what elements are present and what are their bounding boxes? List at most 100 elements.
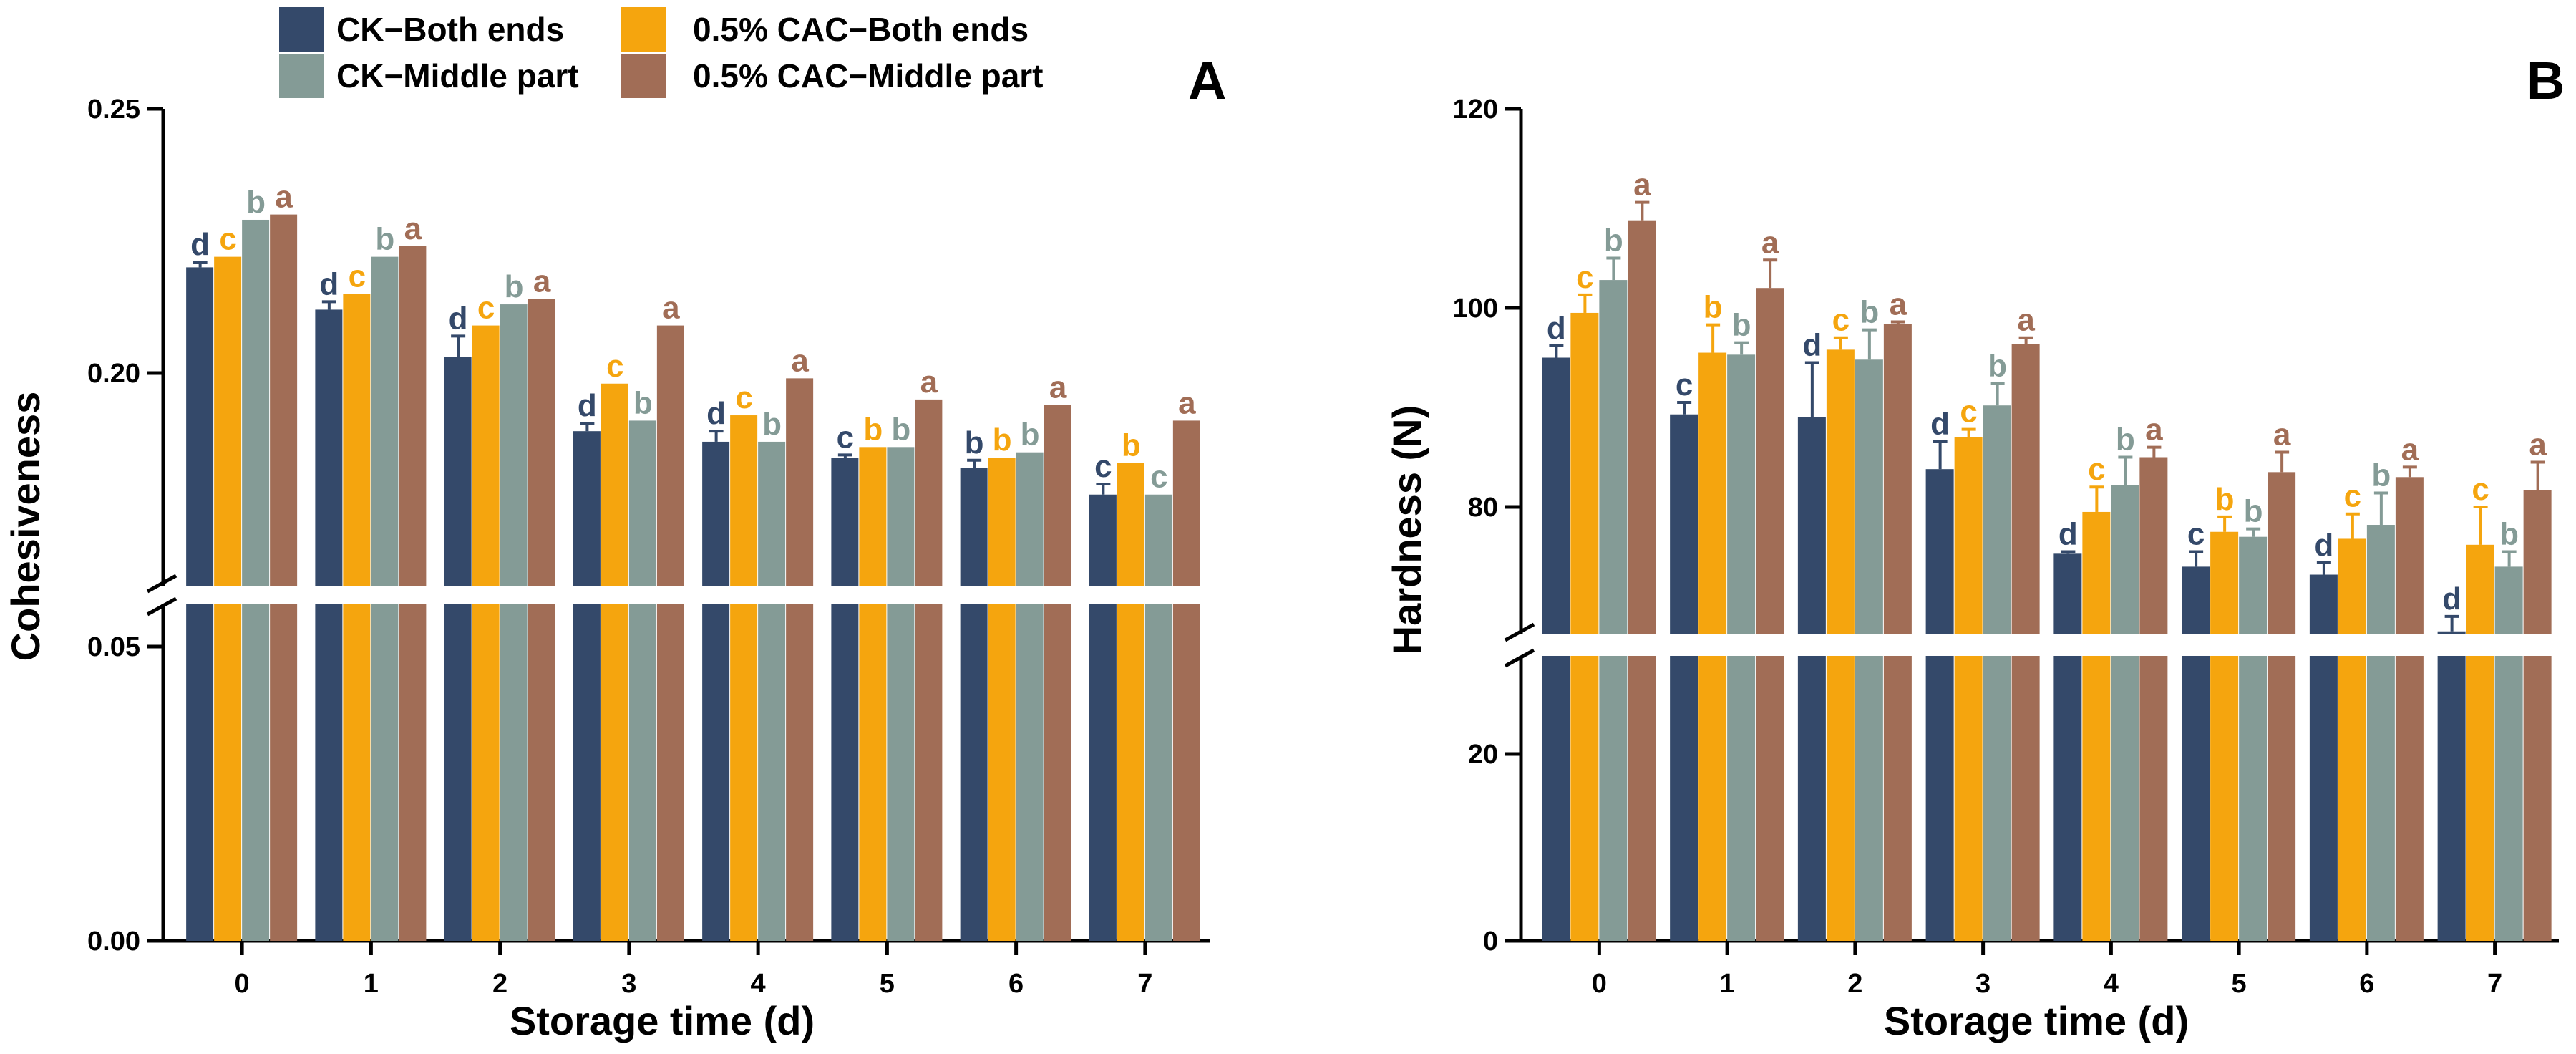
panel-b-hardness: B Hardness (N) Storage time (d) 02080100… <box>1384 51 2573 1043</box>
sig-letter-b-0-4: d <box>2059 517 2078 552</box>
sig-letter-a-0-6: b <box>965 425 984 460</box>
sig-letter-b-1-4: c <box>2088 452 2105 487</box>
bar-a-3-2 <box>528 299 555 941</box>
bar-a-2-4 <box>758 441 786 941</box>
sig-letter-a-3-5: a <box>920 364 938 400</box>
sig-letter-b-2-6: b <box>2371 458 2391 493</box>
bar-b-1-4 <box>2082 511 2111 941</box>
sig-letter-a-2-7: c <box>1150 460 1167 495</box>
x-tick-label-b-3: 3 <box>1975 969 1991 999</box>
bar-a-3-3 <box>656 325 684 942</box>
bar-a-1-6 <box>988 458 1016 941</box>
x-tick-label-b-6: 6 <box>2359 969 2374 999</box>
sig-letter-a-3-6: a <box>1049 369 1067 405</box>
bar-a-2-5 <box>887 447 915 941</box>
bar-b-0-3 <box>1925 469 1954 941</box>
sig-letter-a-1-5: b <box>863 412 883 447</box>
axis-break-mark-upper-b <box>1504 622 1535 642</box>
sig-letter-a-0-0: d <box>190 227 210 262</box>
axis-break-mark-lower-b <box>1504 648 1535 668</box>
bar-b-3-2 <box>1883 324 1912 941</box>
y-tick-label-b-4: 120 <box>1453 95 1498 125</box>
bar-a-3-7 <box>1172 420 1200 941</box>
x-tick-label-a-6: 6 <box>1008 969 1024 999</box>
sig-letter-a-1-2: c <box>477 291 495 326</box>
bar-a-0-4 <box>702 441 730 941</box>
bar-b-0-5 <box>2182 566 2210 941</box>
x-tick-label-a-2: 2 <box>492 969 507 999</box>
sig-letter-b-1-0: c <box>1576 260 1593 295</box>
bar-a-0-1 <box>315 309 343 941</box>
x-axis-title-b: Storage time (d) <box>1884 998 2189 1043</box>
sig-letter-a-2-6: b <box>1021 417 1040 453</box>
x-tick-label-b-0: 0 <box>1592 969 1607 999</box>
y-axis-title-b: Hardness (N) <box>1384 405 1429 655</box>
sig-letter-a-1-7: b <box>1122 427 1141 463</box>
bar-a-0-5 <box>831 458 859 941</box>
sig-letter-a-1-3: c <box>606 349 623 384</box>
bar-a-1-2 <box>472 325 500 942</box>
sig-letter-a-2-4: b <box>762 407 782 442</box>
sig-letter-a-2-3: b <box>633 385 653 420</box>
bar-b-1-0 <box>1570 312 1599 941</box>
legend: CK−Both ends CK−Middle part 0.5% CAC−Bot… <box>279 7 1044 98</box>
x-tick-label-b-5: 5 <box>2232 969 2247 999</box>
sig-letter-b-2-7: b <box>2499 517 2519 552</box>
sig-letter-b-3-1: a <box>1761 225 1779 260</box>
bar-a-2-2 <box>500 304 528 941</box>
axis-break-mark-upper-a <box>146 574 178 594</box>
sig-letter-b-0-1: c <box>1676 367 1693 402</box>
sig-letter-b-0-6: d <box>2314 528 2333 563</box>
bar-b-0-6 <box>2309 574 2338 941</box>
y-tick-label-a-3: 0.25 <box>87 95 140 125</box>
sig-letter-a-1-1: c <box>349 258 366 294</box>
panel-letter-a: A <box>1188 51 1226 110</box>
legend-label-ck-both-ends: CK−Both ends <box>336 11 564 48</box>
sig-letter-a-3-2: a <box>533 264 551 299</box>
x-tick-label-b-7: 7 <box>2487 969 2502 999</box>
bar-a-0-2 <box>444 357 472 941</box>
bar-a-0-6 <box>960 468 988 941</box>
x-tick-label-a-5: 5 <box>880 969 895 999</box>
axis-break-gap-a <box>135 586 1224 604</box>
y-tick-label-b-1: 20 <box>1468 740 1498 770</box>
bar-a-2-3 <box>628 420 656 941</box>
panel-a-cohesiveness: A Cohesiveness Storage time (d) 0.00 0.05… <box>3 51 1226 1043</box>
sig-letter-b-1-6: c <box>2344 479 2361 514</box>
sig-letter-a-2-0: b <box>246 185 266 220</box>
y-tick-label-a-0: 0.00 <box>87 927 140 957</box>
sig-letter-a-0-1: d <box>319 266 339 301</box>
y-tick-label-a-1: 0.05 <box>87 632 140 662</box>
bar-a-1-3 <box>601 383 628 941</box>
y-tick-label-b-3: 100 <box>1453 294 1498 324</box>
bar-a-3-6 <box>1044 405 1071 941</box>
y-tick-label-b-2: 80 <box>1468 493 1498 523</box>
legend-label-cac-both-ends: 0.5% CAC−Both ends <box>693 11 1029 48</box>
sig-letter-a-1-0: c <box>219 222 236 257</box>
axis-break-mark-lower-a <box>146 596 178 617</box>
sig-letter-b-0-5: c <box>2187 517 2205 552</box>
bar-b-0-2 <box>1797 417 1826 941</box>
sig-letter-b-1-5: b <box>2215 482 2235 517</box>
sig-letter-b-1-7: c <box>2471 472 2489 507</box>
sig-letter-a-3-3: a <box>662 291 680 326</box>
sig-letter-a-0-4: d <box>706 396 726 431</box>
sig-letter-b-2-1: b <box>1732 308 1751 343</box>
sig-letter-b-3-3: a <box>2017 303 2035 338</box>
sig-letter-b-3-6: a <box>2401 432 2419 467</box>
sig-letter-b-2-4: b <box>2116 422 2135 458</box>
sig-letter-a-2-2: b <box>505 269 524 304</box>
legend-swatch-ck-middle-part <box>279 54 324 98</box>
sig-letter-b-0-2: d <box>1802 327 1822 362</box>
bar-b-2-0 <box>1599 280 1628 942</box>
sig-letter-b-3-0: a <box>1633 168 1651 203</box>
bar-a-2-7 <box>1144 494 1172 941</box>
x-tick-label-a-0: 0 <box>235 969 250 999</box>
bar-b-3-7 <box>2523 490 2552 941</box>
sig-letter-b-2-3: b <box>1988 349 2007 384</box>
bar-b-3-1 <box>1756 288 1784 941</box>
bar-a-2-6 <box>1016 452 1044 941</box>
bar-b-0-4 <box>2053 553 2082 941</box>
bar-b-0-7 <box>2437 631 2466 941</box>
